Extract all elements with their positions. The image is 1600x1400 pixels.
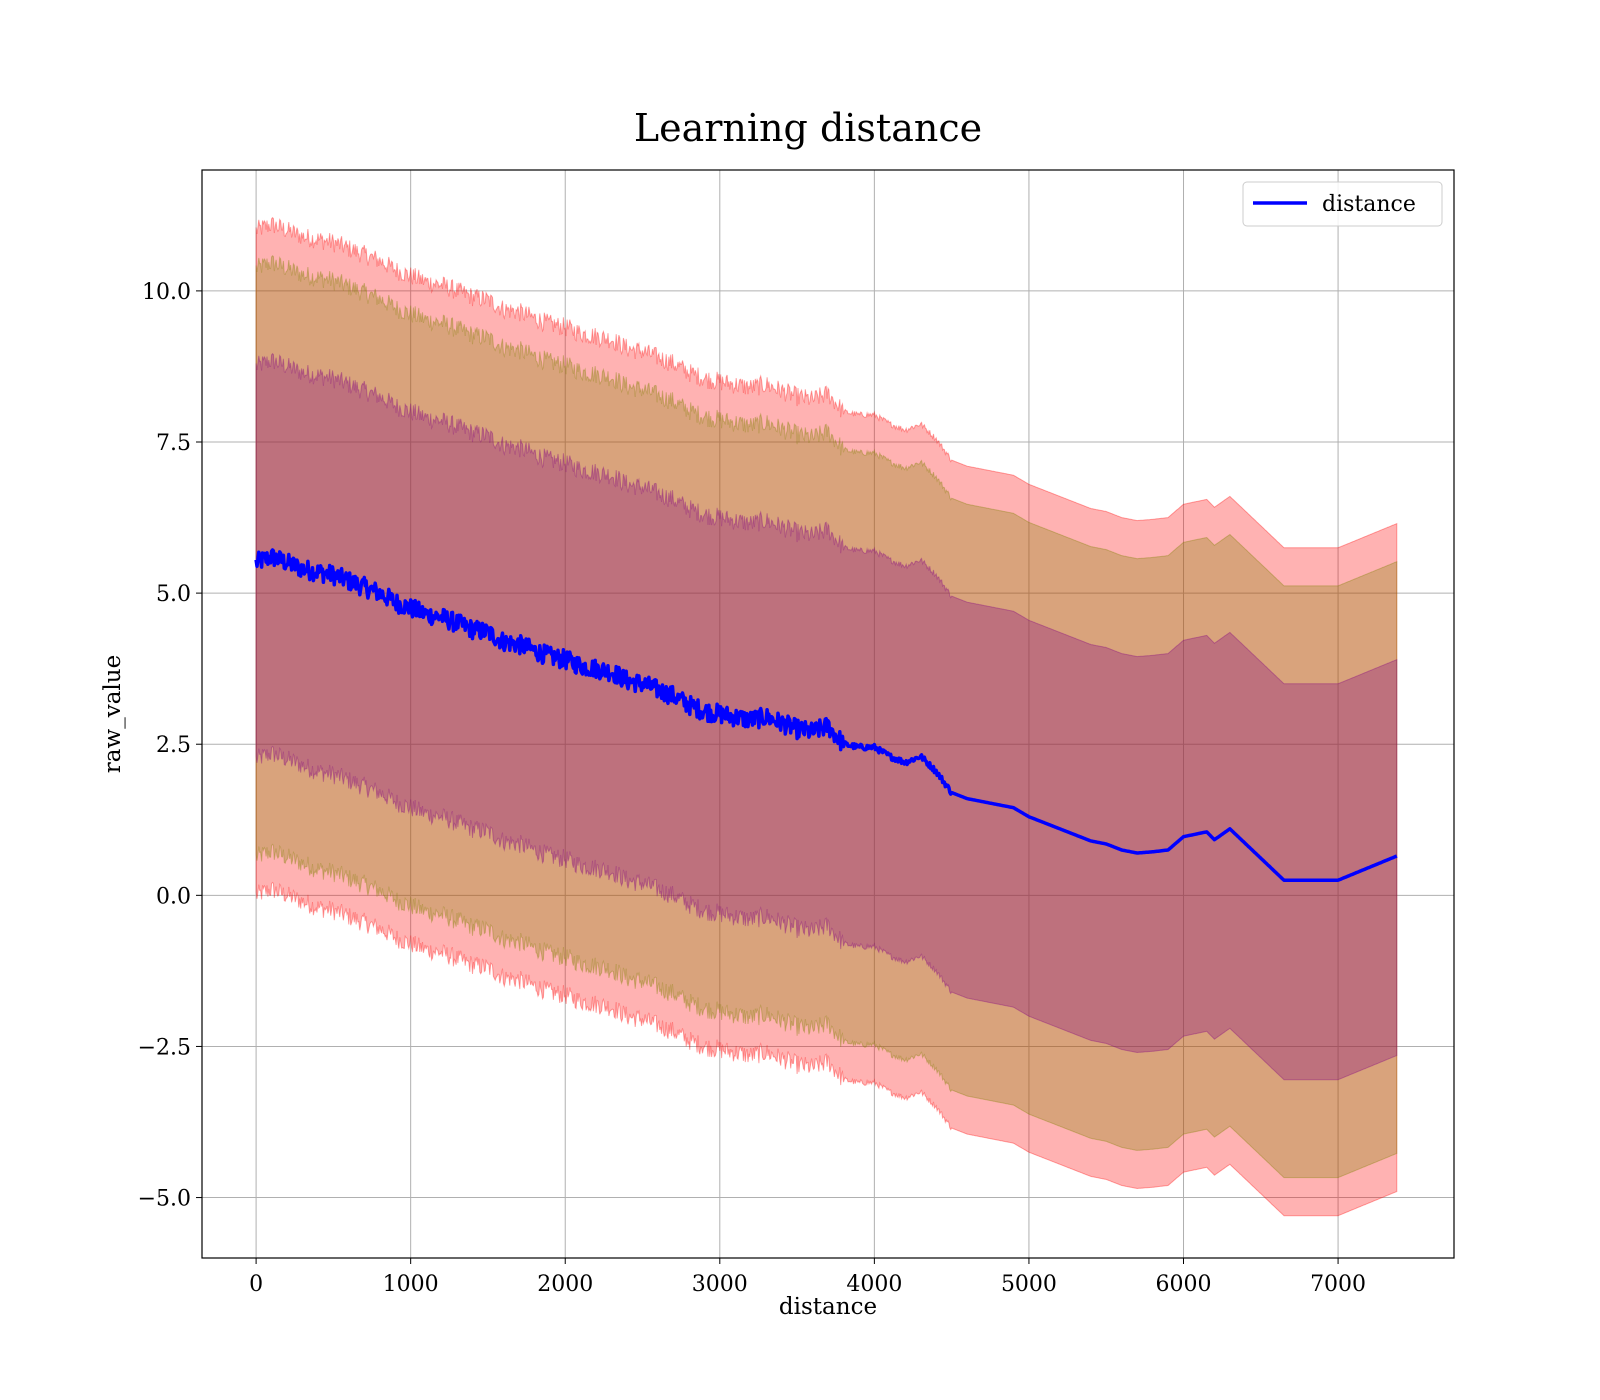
y-tick-label-4: 5.0 bbox=[156, 582, 191, 607]
grid bbox=[202, 170, 1454, 1258]
x-tick-label-6: 6000 bbox=[1156, 1272, 1212, 1297]
y-axis-ticks: −5.0 −2.5 0.0 2.5 5.0 7.5 10.0 bbox=[138, 280, 202, 1212]
x-tick-label-7: 7000 bbox=[1310, 1272, 1366, 1297]
band-1sd bbox=[255, 352, 1398, 1081]
x-tick-label-5: 5000 bbox=[1001, 1272, 1057, 1297]
chart-title: Learning distance bbox=[634, 106, 982, 150]
x-axis-ticks: 0 1000 2000 3000 4000 5000 6000 7000 bbox=[249, 1258, 1366, 1297]
x-tick-label-4: 4000 bbox=[846, 1272, 902, 1297]
y-tick-label-1: −2.5 bbox=[138, 1035, 191, 1060]
x-axis-label: distance bbox=[779, 1294, 877, 1320]
legend: distance bbox=[1242, 181, 1443, 227]
series-lines bbox=[254, 548, 1398, 882]
y-axis-label: raw_value bbox=[100, 655, 126, 773]
y-tick-label-3: 2.5 bbox=[156, 733, 191, 758]
y-tick-label-5: 7.5 bbox=[156, 431, 191, 456]
y-tick-label-0: −5.0 bbox=[138, 1187, 191, 1212]
plot-frame bbox=[201, 169, 1455, 1259]
band-1.5sd bbox=[255, 254, 1398, 1179]
legend-entry-distance: distance bbox=[1322, 192, 1416, 217]
x-tick-label-0: 0 bbox=[249, 1272, 263, 1297]
legend-box bbox=[1242, 181, 1443, 227]
band-2sd bbox=[255, 216, 1398, 1217]
confidence-bands bbox=[255, 216, 1398, 1217]
x-tick-label-1: 1000 bbox=[383, 1272, 439, 1297]
y-tick-label-2: 0.0 bbox=[156, 884, 191, 909]
y-tick-label-6: 10.0 bbox=[142, 280, 191, 305]
x-tick-label-3: 3000 bbox=[692, 1272, 748, 1297]
series-line-distance bbox=[254, 548, 1398, 882]
x-tick-label-2: 2000 bbox=[537, 1272, 593, 1297]
